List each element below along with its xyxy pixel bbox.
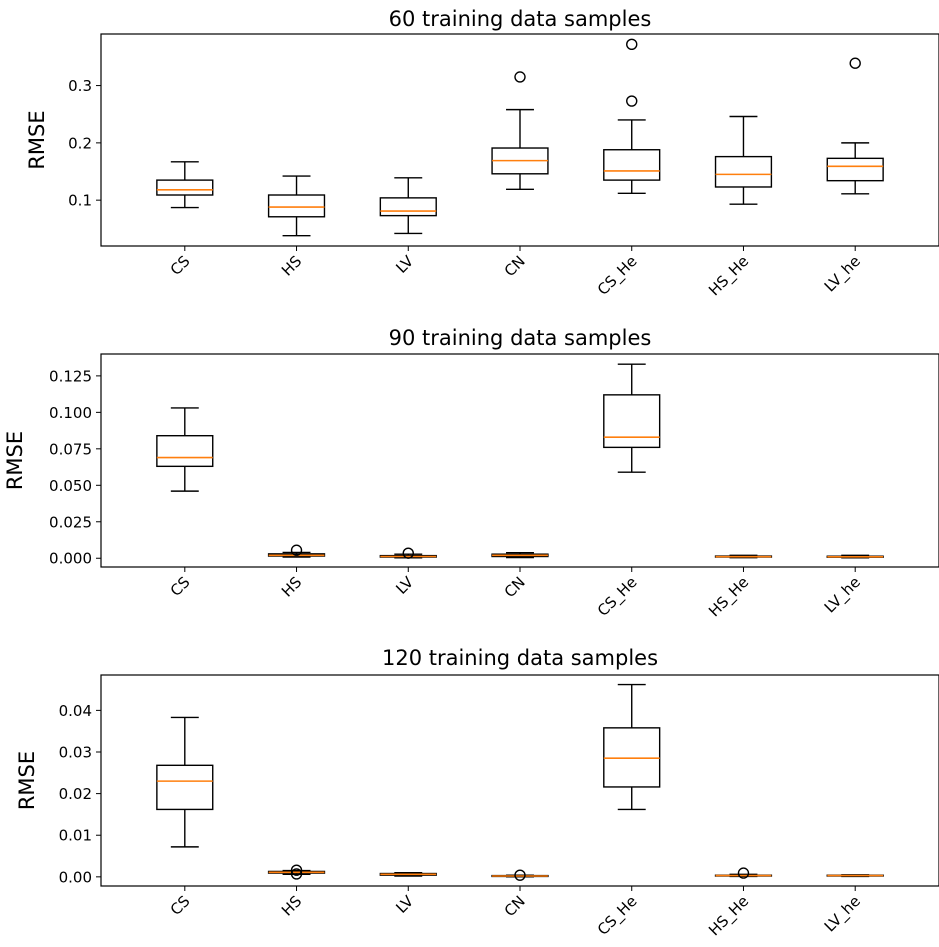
iqr-box (603, 394, 661, 449)
iqr-box (156, 764, 214, 811)
y-tick-label: 0.2 (68, 134, 92, 152)
box-HS_He (714, 554, 773, 559)
x-tick-label: CS (167, 252, 194, 279)
box-CS (156, 716, 214, 848)
y-tick-label: 0.025 (49, 513, 92, 531)
y-axis-label: RMSE (15, 751, 39, 810)
y-tick-label: 0.01 (59, 827, 92, 845)
x-tick-label: LV_he (821, 892, 865, 936)
box-HS (267, 544, 326, 558)
x-tick-label: HS_He (705, 252, 753, 300)
y-axis-label: RMSE (25, 110, 49, 169)
box-CN (491, 552, 549, 559)
chart-panel-3: 120 training data samples RMSE 0.00 0.01 0.0… (15, 646, 939, 940)
chart-title: 90 training data samples (389, 326, 652, 350)
outlier-point (290, 544, 303, 556)
box-LV (379, 547, 437, 559)
x-tick-label: CS (167, 573, 194, 600)
box-CS (156, 407, 214, 492)
x-tick-label: HS_He (705, 573, 753, 621)
y-tick-label: 0.100 (49, 404, 92, 422)
plot-frame (100, 674, 939, 887)
x-tick-label: HS (278, 252, 305, 279)
x-tick-label: LV_he (821, 252, 865, 296)
box-LV_he (826, 874, 884, 878)
iqr-box (379, 197, 437, 217)
iqr-box (267, 194, 326, 218)
box-LV_he (826, 57, 884, 195)
chart-title: 60 training data samples (389, 7, 652, 31)
box-CS_He (603, 683, 661, 811)
chart-panel-2: 90 training data samples RMSE 0.000 0.025 0.… (3, 326, 939, 621)
x-tick-label: HS (278, 892, 305, 919)
y-tick-label: 0.075 (49, 440, 92, 458)
box-LV (379, 871, 437, 877)
outlier-point (514, 869, 526, 881)
iqr-box (603, 727, 661, 788)
x-tick-label: HS_He (705, 892, 753, 940)
x-tick-label: LV (392, 573, 417, 598)
box-CS_He (603, 38, 661, 194)
y-tick-label: 0.000 (49, 550, 92, 568)
iqr-box (156, 179, 214, 196)
x-tick-label: CN (501, 573, 529, 601)
box-HS_He (714, 867, 773, 879)
chart-title: 120 training data samples (382, 646, 658, 670)
outlier-point (402, 547, 414, 559)
iqr-box (156, 434, 214, 468)
x-tick-label: HS (278, 573, 305, 600)
y-tick-label: 0.125 (49, 367, 92, 385)
x-tick-label: CN (501, 252, 529, 280)
box-CN (491, 71, 549, 190)
y-tick-label: 0.00 (59, 868, 92, 886)
y-tick-label: 0.1 (68, 192, 92, 210)
outlier-point (290, 868, 303, 880)
box-HS_He (714, 115, 773, 205)
box-LV (379, 177, 437, 235)
outlier-point (626, 95, 638, 107)
box-HS (267, 864, 326, 880)
x-tick-label: CS_He (594, 573, 641, 620)
chart-panel-1: 60 training data samples RMSE 0.1 0.2 0.3 CS H… (25, 7, 939, 300)
y-tick-label: 0.3 (68, 77, 92, 95)
x-tick-label: CS (167, 892, 194, 919)
plot-frame (100, 353, 939, 568)
box-CS (156, 161, 214, 209)
outlier-point (290, 864, 303, 876)
x-tick-label: CS_He (594, 252, 641, 299)
y-tick-label: 0.050 (49, 477, 92, 495)
x-tick-label: LV (392, 252, 417, 277)
boxplot-panels: 60 training data samples RMSE 0.1 0.2 0.3 CS H… (3, 7, 939, 940)
box-CS_He (603, 363, 661, 473)
box-HS (267, 175, 326, 237)
outlier-point (514, 71, 526, 83)
y-tick-label: 0.04 (59, 702, 92, 720)
y-tick-label: 0.02 (59, 785, 92, 803)
box-CN (491, 869, 549, 881)
box-LV_he (826, 554, 884, 559)
x-tick-label: LV_he (821, 573, 865, 617)
outlier-point (849, 57, 861, 69)
x-tick-label: CS_He (594, 892, 641, 939)
iqr-box (603, 149, 661, 181)
y-tick-label: 0.03 (59, 743, 92, 761)
y-axis-label: RMSE (3, 431, 27, 490)
iqr-box (714, 155, 773, 188)
outlier-point (626, 38, 638, 51)
x-tick-label: LV (392, 892, 417, 917)
x-tick-label: CN (501, 892, 529, 920)
outlier-point (737, 867, 750, 879)
iqr-box (826, 157, 884, 182)
